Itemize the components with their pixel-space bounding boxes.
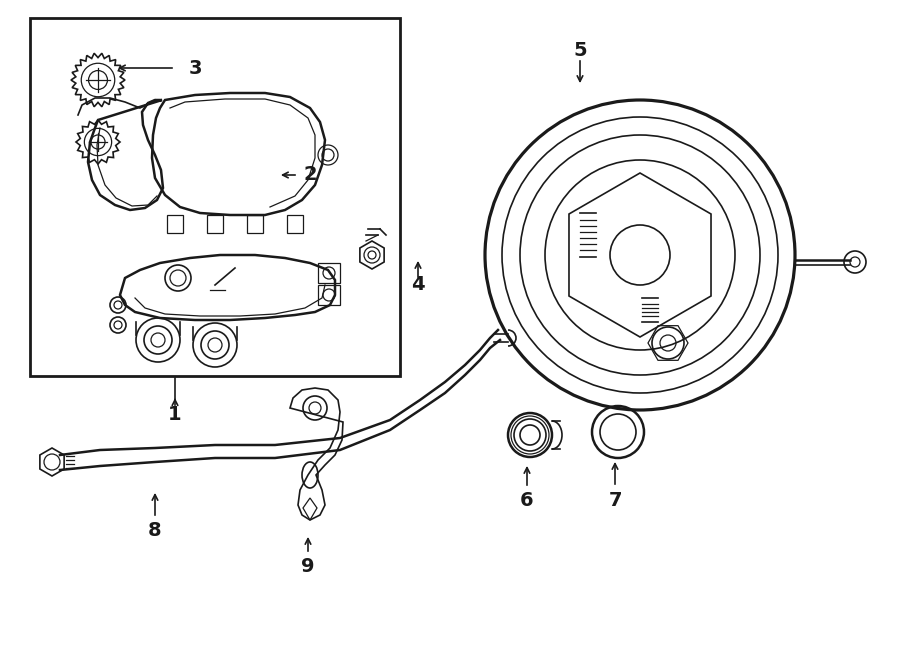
- Bar: [167, 215, 183, 233]
- Bar: [318, 263, 340, 283]
- Text: 8: 8: [148, 520, 162, 539]
- Text: 9: 9: [302, 557, 315, 576]
- Bar: [207, 215, 223, 233]
- Text: 5: 5: [573, 40, 587, 59]
- Text: 3: 3: [188, 59, 202, 77]
- Text: 1: 1: [168, 405, 182, 424]
- Text: 2: 2: [303, 165, 317, 184]
- Text: 7: 7: [608, 490, 622, 510]
- Bar: [287, 215, 303, 233]
- Bar: [247, 215, 263, 233]
- Text: 4: 4: [411, 276, 425, 295]
- Bar: [318, 285, 340, 305]
- Bar: [30, 18, 400, 376]
- Text: 6: 6: [520, 490, 534, 510]
